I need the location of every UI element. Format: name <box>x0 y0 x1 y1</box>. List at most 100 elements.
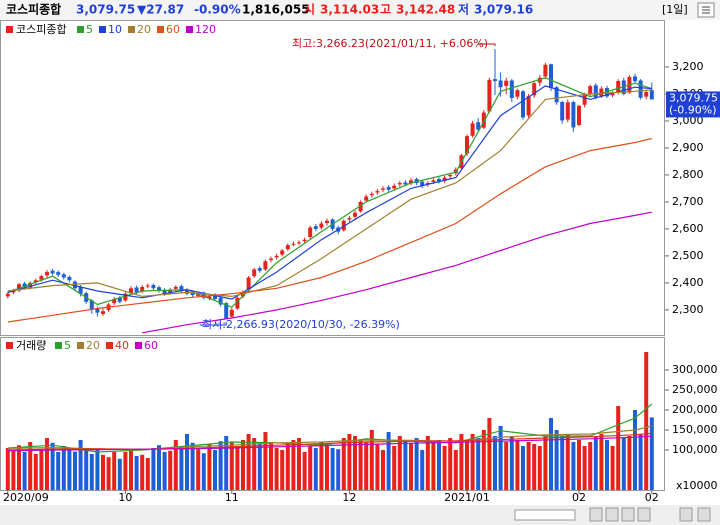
period-button[interactable]: [1일] <box>662 2 688 16</box>
candle-body <box>470 123 475 136</box>
candle-body <box>78 286 83 294</box>
candle-body <box>353 212 357 217</box>
candle-body <box>515 90 520 97</box>
candle-body <box>11 291 16 293</box>
volume-bar <box>134 456 139 490</box>
x-tick-label: 2021/01 <box>444 491 490 504</box>
candle-body <box>229 309 234 317</box>
volume-bar <box>196 449 201 490</box>
candle-body <box>28 282 33 288</box>
volume-bar <box>476 438 481 490</box>
volume-bar <box>498 426 503 490</box>
candle-body <box>145 285 150 287</box>
moving-average-line <box>7 89 652 298</box>
candle-body <box>157 287 161 292</box>
candle-body <box>381 188 385 190</box>
legend-swatch <box>55 342 62 349</box>
candle-body <box>17 284 21 291</box>
header-volume: 1,816,055 <box>242 3 310 17</box>
candle-body <box>50 270 55 274</box>
legend-label: 5 <box>86 23 93 36</box>
zoom-out-button[interactable] <box>589 507 603 522</box>
volume-bar <box>459 434 464 490</box>
volume-bar <box>465 440 469 490</box>
candle-body <box>224 303 229 319</box>
volume-bar <box>644 352 649 490</box>
candle-body <box>196 293 201 296</box>
candle-body <box>129 288 133 294</box>
candle-body <box>437 178 441 182</box>
moving-average-line <box>7 435 652 452</box>
tool-button[interactable] <box>697 507 711 522</box>
volume-bar <box>190 442 195 490</box>
legend-label: 20 <box>86 339 100 352</box>
volume-bar <box>101 454 105 490</box>
x-tick-label: 02 <box>572 491 586 504</box>
candle-body <box>364 196 369 201</box>
candle-body <box>565 102 570 120</box>
volume-bar <box>145 458 150 490</box>
volume-bar <box>67 449 72 490</box>
volume-bar <box>543 436 548 490</box>
candle-body <box>173 286 178 289</box>
volume-bar <box>151 448 156 490</box>
volume-bar <box>336 449 341 490</box>
candle-body <box>95 308 100 313</box>
volume-bar <box>481 430 486 490</box>
candle-body <box>213 295 217 300</box>
y-tick-label: 2,900 <box>672 141 704 154</box>
volume-bar <box>347 434 352 490</box>
candle-body <box>252 269 257 277</box>
candle-body <box>117 297 122 302</box>
volume-bar <box>252 438 257 490</box>
price-tag-change: (-0.90%) <box>669 103 717 116</box>
candle-body <box>218 297 223 305</box>
candle-body <box>571 102 576 128</box>
candle-body <box>5 293 10 297</box>
volume-bar <box>218 441 223 490</box>
candle-body <box>386 187 391 190</box>
volume-bar <box>112 452 117 490</box>
candle-body <box>313 226 318 229</box>
candle-body <box>61 274 66 278</box>
volume-bar <box>11 450 16 490</box>
scroll-right-button[interactable] <box>637 507 651 522</box>
annotation-high: 최고:3,266.23(2021/01/11, +6.06%) <box>292 37 488 50</box>
volume-bar <box>207 444 212 490</box>
candle-body <box>599 88 604 97</box>
volume-bar <box>571 442 576 490</box>
x-tick-label: 2020/09 <box>3 491 49 504</box>
volume-bar <box>129 449 133 490</box>
candle-body <box>151 285 156 289</box>
header-bar <box>0 0 720 20</box>
candle-body <box>56 272 61 275</box>
candle-body <box>560 102 565 121</box>
legend-swatch <box>77 26 84 33</box>
candle-body <box>431 180 436 182</box>
setting-button[interactable] <box>679 507 693 522</box>
candle-body <box>257 268 262 271</box>
volume-bar <box>45 438 49 490</box>
candle-body <box>302 239 307 242</box>
legend-label: 10 <box>108 23 122 36</box>
volume-bar <box>257 444 262 490</box>
legend-swatch <box>106 342 113 349</box>
volume-bar <box>319 442 324 490</box>
scroll-left-button[interactable] <box>621 507 635 522</box>
volume-bar <box>140 454 145 490</box>
volume-bar <box>375 444 380 490</box>
scroll-thumb[interactable] <box>514 509 576 521</box>
volume-bar <box>297 438 301 490</box>
candle-body <box>442 177 447 181</box>
legend-label: 60 <box>144 339 158 352</box>
annotation-arrow <box>200 321 227 326</box>
volume-bar <box>330 448 335 490</box>
candle-body <box>201 292 206 298</box>
volume-bar <box>453 450 458 490</box>
volume-bar <box>213 450 217 490</box>
volume-bar <box>610 446 615 490</box>
candle-body <box>476 122 481 130</box>
candle-body <box>347 218 352 220</box>
zoom-in-button[interactable] <box>605 507 619 522</box>
moving-average-line <box>7 403 653 453</box>
